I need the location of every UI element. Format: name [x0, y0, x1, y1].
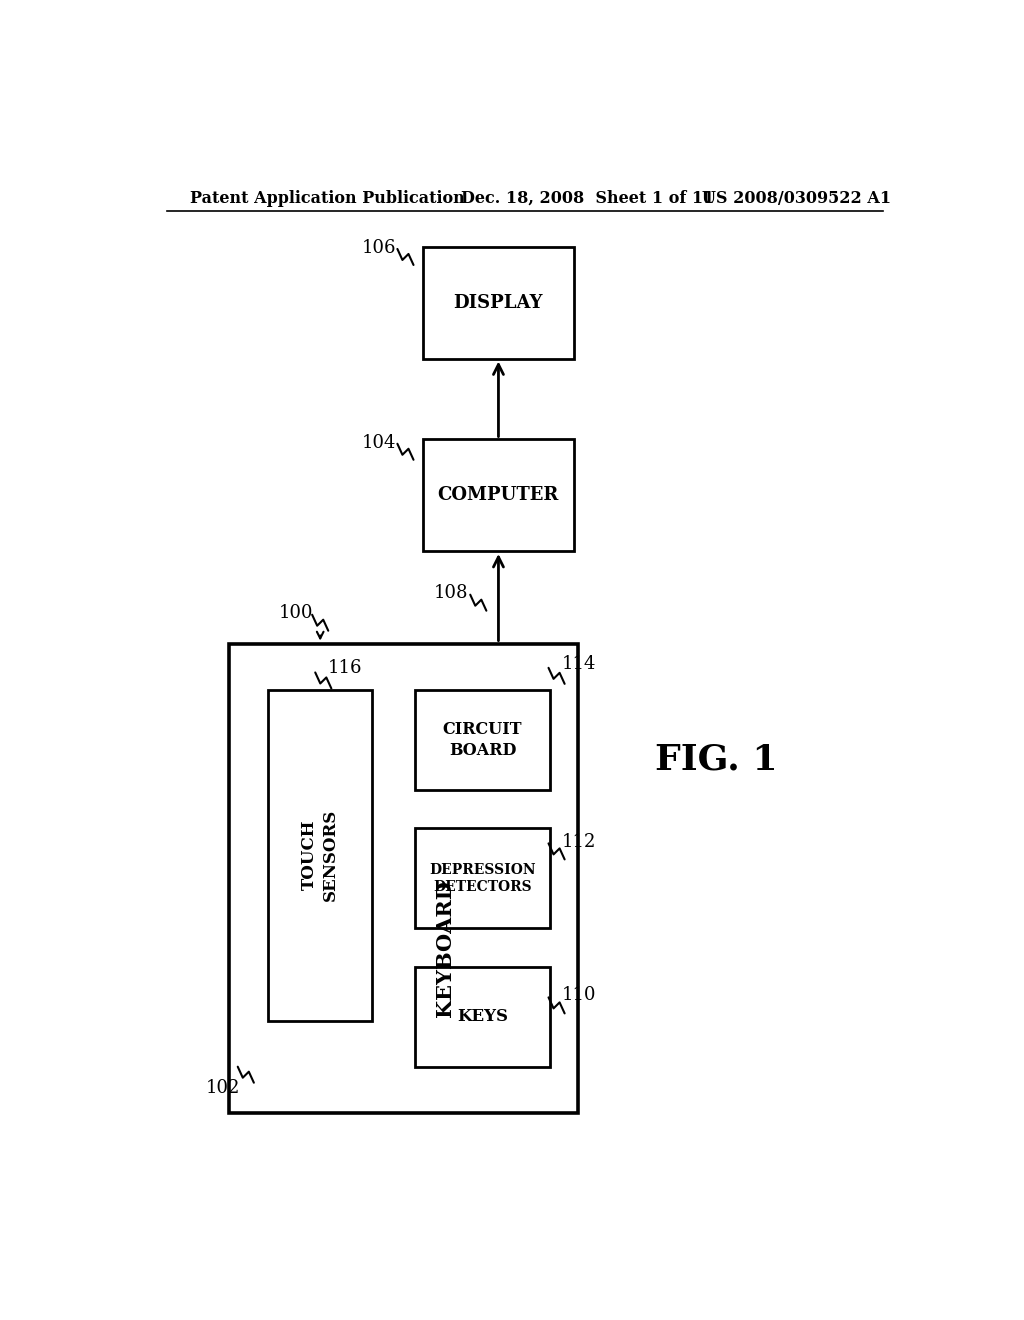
Bar: [415, 829, 550, 928]
Text: 110: 110: [562, 986, 597, 1005]
Text: 100: 100: [280, 603, 313, 622]
Bar: [415, 966, 550, 1067]
Text: DISPLAY: DISPLAY: [454, 294, 543, 312]
Text: 108: 108: [434, 583, 469, 602]
Text: 116: 116: [328, 659, 362, 677]
Text: FIG. 1: FIG. 1: [655, 742, 777, 776]
Text: 104: 104: [362, 433, 396, 451]
Text: CIRCUIT
BOARD: CIRCUIT BOARD: [442, 721, 522, 759]
Bar: [267, 689, 372, 1020]
Bar: [423, 440, 573, 552]
Bar: [228, 644, 578, 1113]
Text: KEYBOARD: KEYBOARD: [435, 880, 455, 1018]
Text: 112: 112: [562, 833, 596, 851]
Text: Dec. 18, 2008  Sheet 1 of 11: Dec. 18, 2008 Sheet 1 of 11: [461, 190, 715, 207]
Text: 106: 106: [362, 239, 396, 256]
Text: 102: 102: [206, 1078, 240, 1097]
Text: 114: 114: [562, 655, 596, 673]
Bar: [415, 689, 550, 789]
Text: COMPUTER: COMPUTER: [437, 486, 559, 504]
Text: TOUCH
SENSORS: TOUCH SENSORS: [301, 809, 339, 902]
Text: Patent Application Publication: Patent Application Publication: [190, 190, 465, 207]
Text: KEYS: KEYS: [457, 1008, 508, 1026]
Bar: [423, 247, 573, 359]
Text: DEPRESSION
DETECTORS: DEPRESSION DETECTORS: [429, 863, 536, 894]
Text: US 2008/0309522 A1: US 2008/0309522 A1: [701, 190, 891, 207]
